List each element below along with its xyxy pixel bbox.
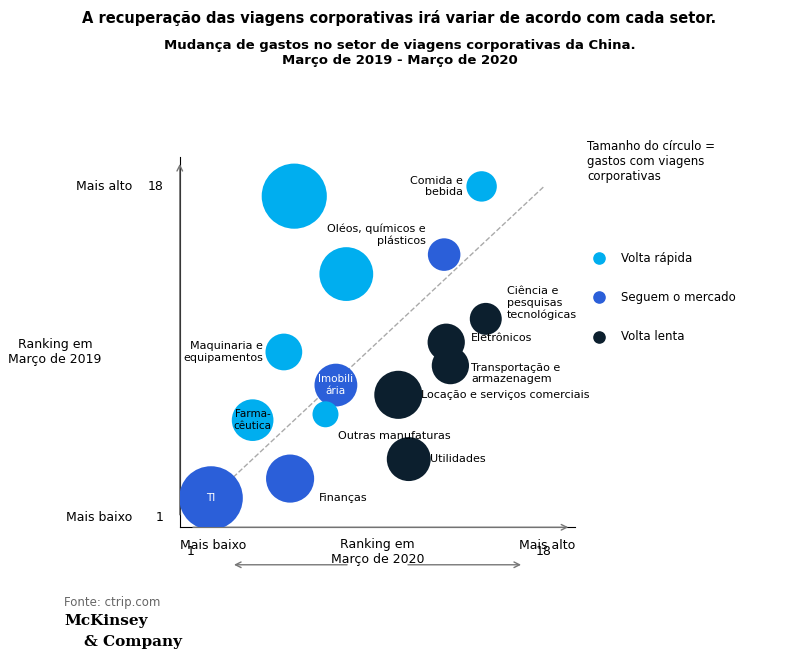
Point <box>392 390 405 400</box>
Point <box>593 253 606 263</box>
Point <box>340 269 352 279</box>
Point <box>593 331 606 342</box>
Text: Ranking em
Março de 2020: Ranking em Março de 2020 <box>331 538 424 566</box>
Point <box>438 250 451 260</box>
Text: Ranking em
Março de 2019: Ranking em Março de 2019 <box>8 338 101 366</box>
Text: Volta rápida: Volta rápida <box>622 252 693 265</box>
Text: Comida e
bebida: Comida e bebida <box>410 176 463 197</box>
Point <box>439 337 452 347</box>
Text: Imobili
ária: Imobili ária <box>318 374 353 396</box>
Point <box>403 454 415 464</box>
Text: & Company: & Company <box>84 635 182 649</box>
Point <box>444 360 457 371</box>
Text: Fonte: ctrip.com: Fonte: ctrip.com <box>64 596 161 609</box>
Point <box>329 380 342 390</box>
Text: Mais baixo: Mais baixo <box>180 539 246 552</box>
Text: Utilidades: Utilidades <box>430 454 485 464</box>
Text: 1: 1 <box>155 511 163 524</box>
Text: 18: 18 <box>536 545 552 558</box>
Text: Seguem o mercado: Seguem o mercado <box>622 291 736 304</box>
Text: Locação e serviços comerciais: Locação e serviços comerciais <box>421 390 590 400</box>
Text: Finanças: Finanças <box>320 493 368 503</box>
Point <box>479 314 492 324</box>
Text: 18: 18 <box>147 180 163 193</box>
Text: 1: 1 <box>186 545 194 558</box>
Text: Eletrônicos: Eletrônicos <box>471 333 533 343</box>
Text: Transportação e
armazenagem: Transportação e armazenagem <box>471 363 560 384</box>
Text: Maquinaria e
equipamentos: Maquinaria e equipamentos <box>183 341 263 363</box>
Text: Ciência e
pesquisas
tecnológicas: Ciência e pesquisas tecnológicas <box>507 286 577 320</box>
Point <box>246 415 259 425</box>
Point <box>475 181 488 192</box>
Text: Outras manufaturas: Outras manufaturas <box>338 431 451 441</box>
Point <box>205 493 217 503</box>
Text: McKinsey: McKinsey <box>64 614 148 628</box>
Text: Farma-
cêutica: Farma- cêutica <box>233 409 272 431</box>
Text: Oléos, químicos e
plásticos: Oléos, químicos e plásticos <box>327 224 425 246</box>
Text: Mais alto: Mais alto <box>76 180 132 193</box>
Point <box>288 191 300 201</box>
Point <box>277 346 290 357</box>
Point <box>319 409 332 420</box>
Text: TI: TI <box>206 493 216 503</box>
Text: Mais baixo: Mais baixo <box>66 511 132 524</box>
Text: Mudança de gastos no setor de viagens corporativas da China.
Março de 2019 - Mar: Mudança de gastos no setor de viagens co… <box>164 39 635 67</box>
Point <box>593 292 606 303</box>
Text: Volta lenta: Volta lenta <box>622 330 685 343</box>
Text: A recuperação das viagens corporativas irá variar de acordo com cada setor.: A recuperação das viagens corporativas i… <box>82 10 717 26</box>
Text: Mais alto: Mais alto <box>519 539 575 552</box>
Text: Tamanho do círculo =
gastos com viagens
corporativas: Tamanho do círculo = gastos com viagens … <box>587 140 715 183</box>
Point <box>284 474 296 484</box>
